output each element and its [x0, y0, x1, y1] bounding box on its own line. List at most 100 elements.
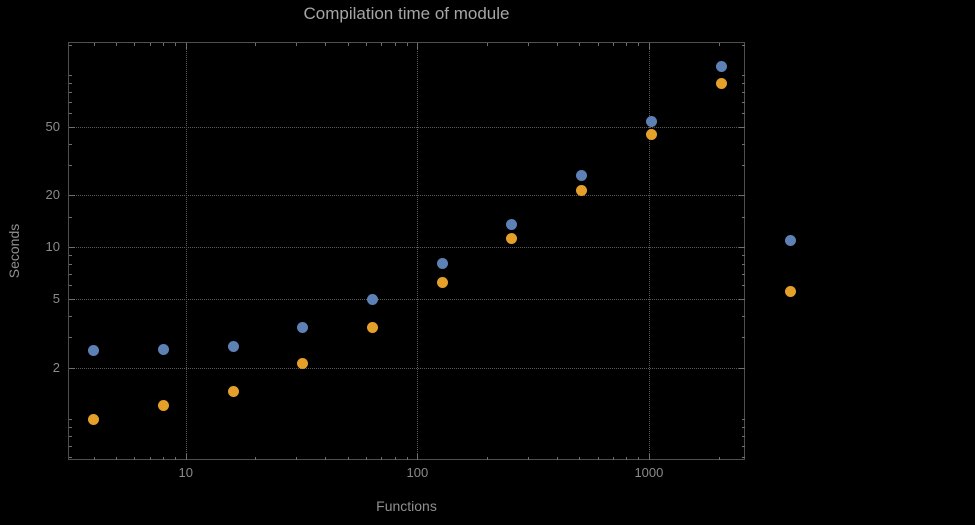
tick-mark [175, 43, 177, 46]
tick-mark [149, 43, 151, 46]
tick-mark [739, 247, 745, 249]
data-point-blue [88, 345, 100, 357]
vertical-gridline [185, 42, 187, 460]
tick-mark [626, 43, 628, 46]
legend-marker-blue [784, 234, 796, 246]
y-tick-label: 10 [45, 239, 60, 255]
tick-mark [116, 457, 118, 460]
tick-mark [742, 445, 745, 447]
data-point-orange [297, 358, 309, 370]
tick-mark [406, 457, 408, 460]
tick-mark [69, 445, 72, 447]
data-point-orange [506, 233, 518, 245]
tick-mark [347, 457, 349, 460]
horizontal-gridline [68, 299, 745, 301]
tick-mark [739, 299, 745, 301]
tick-mark [185, 454, 187, 460]
y-tick-label: 50 [45, 119, 60, 134]
tick-mark [487, 43, 489, 46]
tick-mark [69, 273, 72, 275]
y-tick-label: 2 [52, 359, 60, 375]
tick-mark [742, 101, 745, 103]
tick-mark [742, 427, 745, 429]
data-point-orange [366, 322, 378, 334]
tick-mark [579, 457, 581, 460]
tick-mark [69, 315, 72, 317]
tick-mark [381, 457, 383, 460]
tick-mark [718, 457, 720, 460]
data-point-orange [157, 400, 169, 412]
tick-mark [69, 435, 72, 437]
data-point-orange [436, 277, 448, 289]
tick-mark [69, 247, 75, 249]
tick-mark [69, 457, 72, 459]
data-point-orange [715, 77, 727, 89]
plot-frame [68, 42, 745, 460]
data-point-blue [366, 293, 378, 305]
tick-mark [365, 457, 367, 460]
tick-mark [69, 255, 72, 257]
tick-mark [742, 273, 745, 275]
data-point-blue [436, 258, 448, 270]
tick-mark [742, 285, 745, 287]
tick-mark [394, 457, 396, 460]
tick-mark [325, 457, 327, 460]
data-point-blue [715, 61, 727, 73]
tick-mark [742, 315, 745, 317]
tick-mark [417, 454, 419, 460]
tick-mark [163, 457, 165, 460]
chart-title: Compilation time of module [303, 4, 510, 23]
tick-mark [742, 337, 745, 339]
data-point-blue [157, 343, 169, 355]
tick-mark [742, 457, 745, 459]
tick-mark [296, 43, 298, 46]
tick-mark [69, 113, 72, 115]
tick-mark [255, 457, 257, 460]
tick-mark [69, 263, 72, 265]
tick-mark [718, 43, 720, 46]
tick-mark [742, 165, 745, 167]
tick-mark [739, 195, 745, 197]
tick-mark [116, 43, 118, 46]
tick-mark [69, 195, 75, 197]
tick-mark [742, 216, 745, 218]
tick-mark [613, 457, 615, 460]
tick-mark [149, 457, 151, 460]
tick-mark [597, 43, 599, 46]
tick-mark [93, 43, 95, 46]
data-point-blue [227, 340, 239, 352]
data-point-blue [506, 219, 518, 231]
tick-mark [487, 457, 489, 460]
tick-mark [648, 43, 650, 49]
y-tick-label: 5 [52, 291, 60, 307]
tick-mark [163, 43, 165, 46]
tick-mark [638, 457, 640, 460]
tick-mark [69, 285, 72, 287]
x-axis-label: Functions [376, 498, 437, 514]
tick-mark [394, 43, 396, 46]
vertical-gridline [648, 42, 650, 460]
tick-mark [69, 419, 72, 421]
tick-mark [597, 457, 599, 460]
tick-mark [365, 43, 367, 46]
horizontal-gridline [68, 195, 745, 197]
tick-mark [739, 367, 745, 369]
x-tick-label: 10 [178, 465, 194, 480]
tick-mark [648, 454, 650, 460]
tick-mark [742, 255, 745, 257]
tick-mark [175, 457, 177, 460]
tick-mark [69, 337, 72, 339]
horizontal-gridline [68, 247, 745, 249]
tick-mark [579, 43, 581, 46]
tick-mark [69, 44, 72, 46]
tick-mark [613, 43, 615, 46]
data-point-orange [576, 184, 588, 196]
tick-mark [742, 435, 745, 437]
tick-mark [69, 127, 75, 128]
horizontal-gridline [68, 127, 745, 128]
tick-mark [638, 43, 640, 46]
tick-mark [69, 367, 75, 369]
tick-mark [556, 43, 558, 46]
tick-mark [742, 419, 745, 421]
